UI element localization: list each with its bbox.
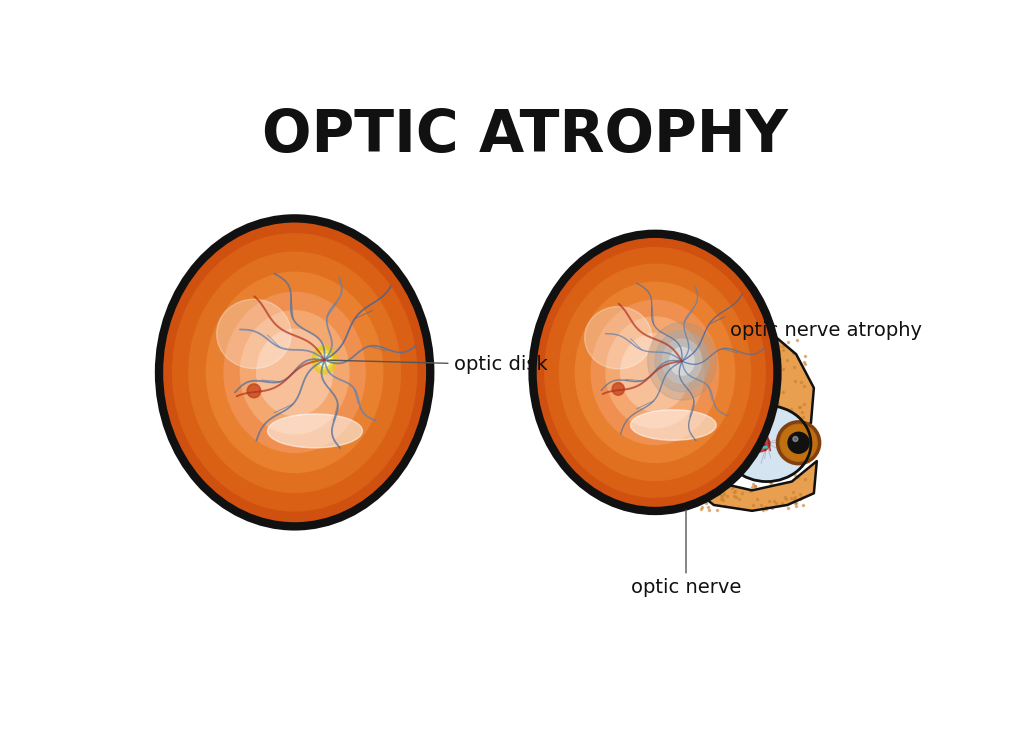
Ellipse shape [319, 354, 330, 366]
Polygon shape [684, 461, 817, 511]
Ellipse shape [207, 272, 383, 472]
Ellipse shape [745, 435, 770, 452]
Ellipse shape [614, 385, 622, 393]
Ellipse shape [224, 292, 366, 453]
Polygon shape [743, 330, 814, 432]
Text: optic nerve: optic nerve [631, 510, 741, 598]
Text: optic nerve atrophy: optic nerve atrophy [729, 321, 922, 340]
Ellipse shape [585, 307, 652, 369]
Ellipse shape [575, 282, 734, 462]
Ellipse shape [647, 322, 716, 400]
Text: optic disk: optic disk [328, 355, 547, 374]
Ellipse shape [545, 248, 765, 497]
Ellipse shape [312, 346, 337, 374]
Ellipse shape [631, 410, 716, 440]
Ellipse shape [670, 348, 694, 375]
Circle shape [777, 422, 819, 464]
Polygon shape [659, 448, 733, 480]
Ellipse shape [217, 299, 291, 369]
Circle shape [793, 437, 798, 442]
Ellipse shape [559, 265, 751, 480]
Polygon shape [660, 453, 733, 475]
Circle shape [788, 432, 809, 453]
Polygon shape [659, 411, 744, 483]
Ellipse shape [621, 334, 689, 411]
Ellipse shape [606, 317, 703, 428]
Ellipse shape [591, 300, 719, 445]
Ellipse shape [250, 386, 258, 395]
Ellipse shape [159, 219, 430, 526]
Ellipse shape [612, 383, 625, 395]
Ellipse shape [247, 384, 261, 398]
Ellipse shape [188, 252, 400, 493]
Ellipse shape [663, 339, 701, 383]
Ellipse shape [723, 405, 811, 482]
Ellipse shape [241, 311, 349, 434]
Ellipse shape [257, 330, 333, 416]
Ellipse shape [173, 234, 417, 511]
Ellipse shape [655, 331, 709, 391]
Text: OPTIC ATROPHY: OPTIC ATROPHY [262, 106, 787, 164]
Ellipse shape [316, 351, 333, 370]
Ellipse shape [532, 234, 777, 511]
Ellipse shape [267, 414, 362, 448]
